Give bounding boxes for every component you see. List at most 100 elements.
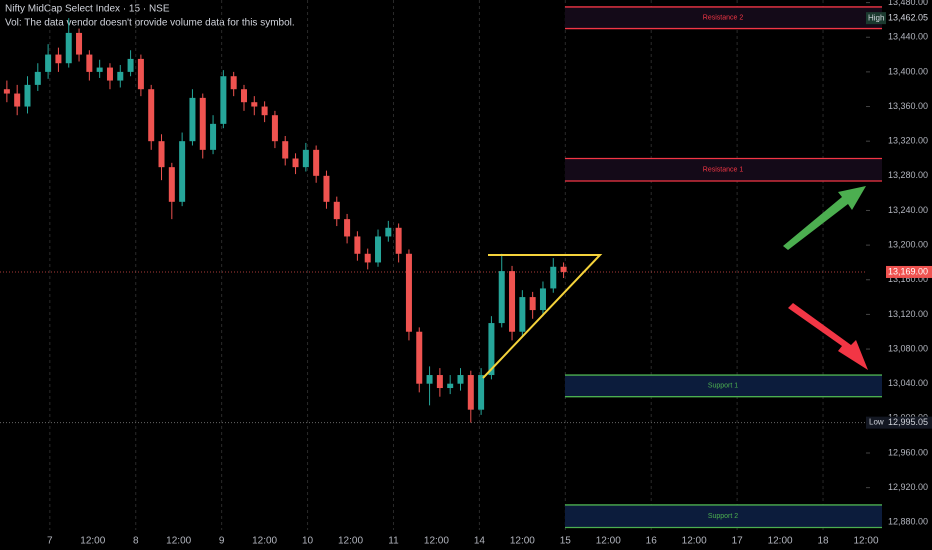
zone-label: Resistance 1: [703, 167, 744, 174]
x-tick-label: 14: [474, 536, 486, 547]
candle-body: [416, 331, 423, 384]
y-tick-label: 13,240.00: [888, 205, 928, 215]
zone-label: Support 2: [708, 513, 738, 520]
y-tick-label: 13,120.00: [888, 309, 928, 319]
x-tick-label: 15: [560, 536, 572, 547]
x-tick-label: 16: [646, 536, 658, 547]
down-arrow: [788, 303, 868, 370]
last-price-tag: [886, 265, 932, 278]
candle-body: [106, 67, 113, 81]
candle-body: [436, 375, 443, 389]
x-tick-label: 8: [133, 536, 139, 547]
candle-body: [86, 54, 93, 72]
candle-body: [354, 236, 361, 254]
y-tick-label: 13,400.00: [888, 66, 928, 76]
y-tick-label: 13,200.00: [888, 239, 928, 249]
high-tag: [866, 12, 886, 25]
x-tick-label: 12:00: [510, 536, 535, 547]
candle-body: [302, 149, 309, 168]
candle-body: [447, 383, 454, 389]
candle-body: [240, 89, 247, 103]
candle-body: [344, 219, 351, 237]
candle-body: [76, 32, 83, 55]
candle-body: [251, 102, 258, 107]
candle-body: [271, 115, 278, 142]
y-tick-label: 13,160.00: [888, 274, 928, 284]
candle-body: [292, 158, 299, 168]
candle-body: [560, 266, 567, 272]
triangle-drawing: [482, 254, 603, 379]
candle-body: [323, 175, 330, 202]
candle-body: [24, 84, 31, 107]
candle-body: [45, 54, 52, 72]
candle-body: [158, 141, 165, 168]
x-tick-label: 12:00: [166, 536, 191, 547]
candle-body: [519, 297, 526, 332]
candle-body: [550, 266, 557, 289]
up-arrow: [783, 186, 866, 250]
high-tag-label: High: [868, 13, 884, 22]
candle-body: [457, 375, 464, 384]
candle-body: [210, 123, 217, 150]
candle-body: [539, 288, 546, 311]
chart-subtitle: Vol: The data vendor doesn't provide vol…: [5, 18, 295, 29]
x-tick-label: 12:00: [596, 536, 621, 547]
x-tick-label: 12:00: [853, 536, 878, 547]
candle-body: [282, 141, 289, 159]
candle-body: [509, 271, 516, 332]
candle-body: [313, 149, 320, 176]
candle-body: [405, 253, 412, 332]
candle-body: [467, 375, 474, 410]
candle-body: [65, 32, 72, 64]
x-tick-label: 12:00: [424, 536, 449, 547]
x-tick-label: 12:00: [768, 536, 793, 547]
x-tick-label: 7: [47, 536, 53, 547]
candle-body: [148, 89, 155, 142]
x-tick-label: 18: [817, 536, 829, 547]
low-value: 12,995.05: [888, 417, 928, 427]
candle-body: [117, 71, 124, 81]
y-tick-label: 13,480.00: [888, 0, 928, 7]
x-tick-label: 10: [302, 536, 314, 547]
candle-body: [127, 58, 134, 72]
zone: [565, 375, 882, 397]
candle-body: [498, 271, 505, 324]
y-tick-label: 13,320.00: [888, 136, 928, 146]
y-tick-label: 12,960.00: [888, 447, 928, 457]
zone: [565, 158, 882, 182]
candle-body: [14, 93, 21, 107]
y-tick-label: 12,920.00: [888, 482, 928, 492]
candle-body: [385, 227, 392, 237]
candle-body: [3, 89, 10, 94]
y-tick-label: 13,280.00: [888, 170, 928, 180]
y-tick-label: 13,360.00: [888, 101, 928, 111]
candle-body: [179, 141, 186, 202]
x-tick-label: 12:00: [80, 536, 105, 547]
candle-body: [199, 97, 206, 150]
candle-body: [96, 67, 103, 72]
x-tick-label: 12:00: [682, 536, 707, 547]
candle-body: [333, 201, 340, 220]
x-tick-label: 12:00: [338, 536, 363, 547]
chart-title: Nifty MidCap Select Index · 15 · NSE: [5, 4, 170, 15]
candle-body: [189, 97, 196, 142]
candle-body: [55, 54, 62, 64]
candle-body: [395, 227, 402, 254]
low-tag-label: Low: [869, 418, 884, 427]
candle-body: [375, 236, 382, 263]
x-tick-label: 11: [388, 536, 399, 547]
candle-body: [34, 71, 41, 85]
candle-body: [364, 253, 371, 263]
candle-body: [168, 167, 175, 202]
candle-body: [261, 106, 268, 116]
y-tick-label: 12,880.00: [888, 517, 928, 527]
candle-body: [529, 297, 536, 311]
y-tick-label: 13,080.00: [888, 343, 928, 353]
candle-body: [478, 375, 485, 410]
zone-label: Support 1: [708, 383, 738, 390]
candle-body: [230, 76, 237, 90]
zone: [565, 6, 882, 29]
y-tick-label: 13,440.00: [888, 32, 928, 42]
x-tick-label: 12:00: [252, 536, 277, 547]
high-value: 13,462.05: [888, 13, 928, 23]
